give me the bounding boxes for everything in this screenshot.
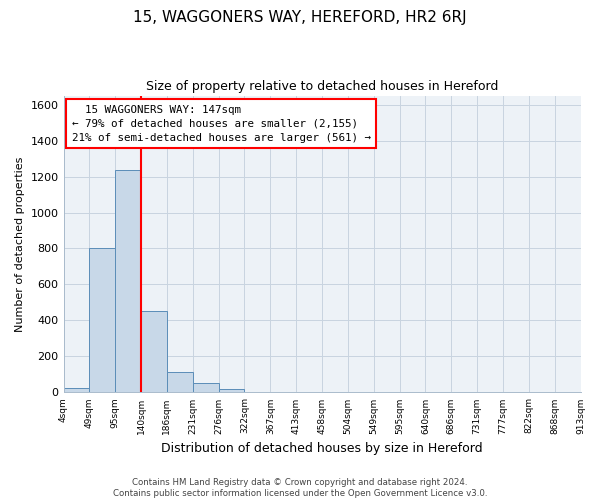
- Bar: [64, 388, 89, 392]
- Y-axis label: Number of detached properties: Number of detached properties: [15, 156, 25, 332]
- Text: 15 WAGGONERS WAY: 147sqm  
← 79% of detached houses are smaller (2,155)
21% of s: 15 WAGGONERS WAY: 147sqm ← 79% of detach…: [72, 104, 371, 142]
- X-axis label: Distribution of detached houses by size in Hereford: Distribution of detached houses by size …: [161, 442, 483, 455]
- Text: Contains HM Land Registry data © Crown copyright and database right 2024.
Contai: Contains HM Land Registry data © Crown c…: [113, 478, 487, 498]
- Bar: [115, 170, 141, 392]
- Bar: [193, 382, 218, 392]
- Bar: [167, 372, 193, 392]
- Bar: [218, 389, 244, 392]
- Title: Size of property relative to detached houses in Hereford: Size of property relative to detached ho…: [146, 80, 498, 93]
- Bar: [89, 248, 115, 392]
- Bar: [141, 310, 167, 392]
- Text: 15, WAGGONERS WAY, HEREFORD, HR2 6RJ: 15, WAGGONERS WAY, HEREFORD, HR2 6RJ: [133, 10, 467, 25]
